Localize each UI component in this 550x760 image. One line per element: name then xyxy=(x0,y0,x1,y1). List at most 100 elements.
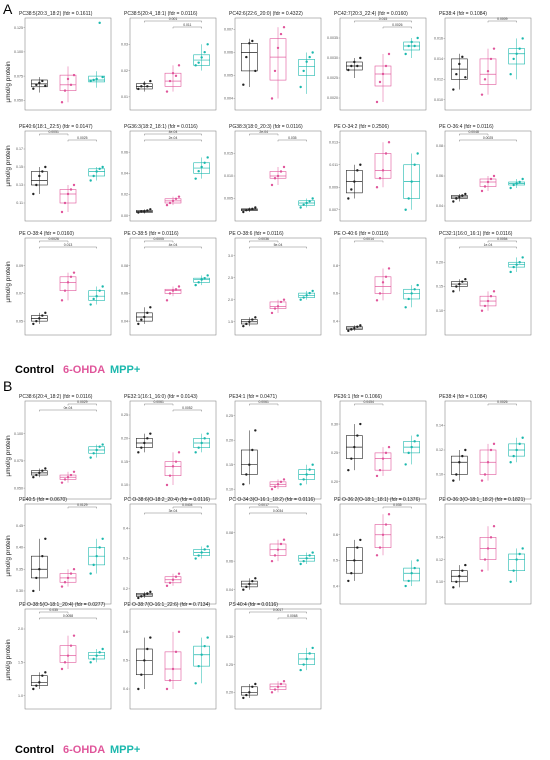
data-point xyxy=(146,437,149,440)
box-body xyxy=(164,461,182,476)
data-point xyxy=(177,285,181,288)
data-point xyxy=(299,85,302,89)
subplot-title: PC O-38:6(O-18:2_20:4) (fdr = 0.0116) xyxy=(124,497,210,503)
box-body xyxy=(479,58,497,85)
data-point xyxy=(101,75,104,79)
y-tick-label: 0.30 xyxy=(16,589,23,593)
data-point xyxy=(248,582,251,586)
significance-bracket xyxy=(382,26,412,29)
data-point xyxy=(200,278,203,281)
data-point xyxy=(413,440,416,443)
data-point xyxy=(143,441,146,445)
p-value-label: 0.0061 xyxy=(258,400,268,404)
data-point xyxy=(174,288,178,291)
data-point xyxy=(32,589,35,593)
y-tick-label: 0.12 xyxy=(436,448,443,452)
data-point xyxy=(299,562,302,566)
data-point xyxy=(276,548,280,551)
y-tick-label: 2.0 xyxy=(228,298,233,302)
data-point xyxy=(407,197,410,200)
data-point xyxy=(168,292,172,295)
significance-bracket xyxy=(354,403,384,406)
y-tick-label: 0.07 xyxy=(16,292,23,296)
subplot-18: PE34:1 (fdr = 0.0471) 0.10 0.15 0.20 0.25 0.0… xyxy=(226,394,322,500)
y-axis-title-a-row2: µmol/g protein xyxy=(5,145,12,187)
y-tick-label: 0.075 xyxy=(14,459,23,463)
data-point xyxy=(174,650,178,654)
data-point xyxy=(203,161,206,164)
y-tick-label: 0.20 xyxy=(331,480,338,484)
data-point xyxy=(416,152,419,155)
significance-bracket xyxy=(382,506,412,509)
data-point xyxy=(140,595,143,598)
significance-bracket xyxy=(249,403,279,406)
data-point xyxy=(63,89,67,92)
y-tick-label: 0.17 xyxy=(16,147,23,151)
data-point xyxy=(146,311,149,315)
data-point xyxy=(347,329,350,333)
y-tick-label: 0.30 xyxy=(226,635,233,639)
data-point xyxy=(69,275,73,278)
data-point xyxy=(101,285,104,288)
data-point xyxy=(143,315,146,319)
subplot-title: PC32:1(16:0_16:1) (fdr = 0.0116) xyxy=(439,231,513,237)
data-point xyxy=(518,261,521,264)
p-value-label: 0.0017 xyxy=(273,608,283,612)
data-point xyxy=(203,437,206,440)
data-point xyxy=(242,324,245,328)
p-value-label: 0.011 xyxy=(183,23,191,27)
y-tick-label: 0.012 xyxy=(434,78,443,82)
box-body xyxy=(31,555,48,579)
data-point xyxy=(461,55,464,59)
y-tick-label: 0.100 xyxy=(14,50,23,54)
data-point xyxy=(353,559,356,562)
data-point xyxy=(101,165,104,169)
subplot-title: PE O-38:7(O-16:1_22:6) (fdr = 0.7134) xyxy=(124,602,210,608)
plot-frame xyxy=(129,503,217,605)
subplot-title: PS 40:4 (fdr = 0.0116) xyxy=(229,602,278,608)
y-tick-label: 0.12 xyxy=(436,558,443,562)
data-point xyxy=(273,177,277,180)
data-point xyxy=(41,314,44,317)
data-point xyxy=(483,473,487,476)
data-point xyxy=(404,463,407,466)
plot-frame xyxy=(234,237,322,336)
data-point xyxy=(302,663,305,666)
data-point xyxy=(387,445,391,449)
box-body xyxy=(193,277,210,283)
y-tick-label: 0.06 xyxy=(121,150,128,154)
data-point xyxy=(171,199,175,203)
data-point xyxy=(63,661,67,664)
data-point xyxy=(356,434,359,437)
data-point xyxy=(378,546,382,549)
y-tick-label: 0.10 xyxy=(226,487,233,491)
significance-bracket xyxy=(172,506,202,509)
significance-bracket xyxy=(144,20,202,23)
data-point xyxy=(512,569,515,572)
y-tick-label: 0.007 xyxy=(329,208,338,212)
data-point xyxy=(486,180,490,184)
p-value-label: 2e-04 xyxy=(259,130,268,134)
p-value-label: 0.035 xyxy=(288,136,297,140)
box-body xyxy=(374,65,392,87)
data-point xyxy=(137,322,140,326)
data-point xyxy=(302,69,305,73)
data-point xyxy=(509,73,512,76)
data-point xyxy=(273,688,277,691)
data-point xyxy=(174,74,178,78)
data-point xyxy=(245,322,248,326)
significance-bracket xyxy=(67,139,97,142)
box-body xyxy=(298,59,315,76)
data-point xyxy=(89,179,92,182)
p-value-label: 0.0009 xyxy=(497,17,507,21)
p-value-label: 0.0058 xyxy=(63,614,73,618)
data-point xyxy=(512,265,515,269)
y-tick-label: 0.005 xyxy=(224,74,233,78)
data-point xyxy=(35,319,38,323)
data-point xyxy=(35,183,38,187)
y-tick-label: 2.5 xyxy=(228,276,233,280)
y-tick-label: 0.20 xyxy=(436,260,443,264)
subplot-5: PE38:4 (fdr = 0.1084) 0.010 0.012 0.014 0.01… xyxy=(434,11,532,111)
data-point xyxy=(458,62,461,66)
data-point xyxy=(98,651,101,654)
